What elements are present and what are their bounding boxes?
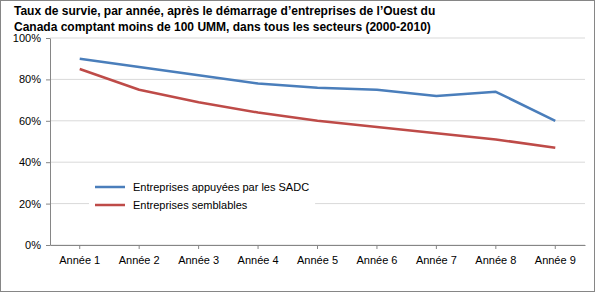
grid xyxy=(50,38,585,245)
y-tick-label: 80% xyxy=(19,73,41,85)
grid-line xyxy=(50,38,585,39)
x-tick-label: Année 1 xyxy=(59,254,100,266)
series-line xyxy=(80,69,556,148)
y-tick: 100% xyxy=(13,32,50,44)
grid-line xyxy=(50,79,585,80)
x-tick-mark xyxy=(79,245,80,249)
series-lines xyxy=(80,59,556,148)
x-tick-mark xyxy=(495,245,496,249)
y-tick-mark xyxy=(46,245,50,246)
x-tick-mark xyxy=(376,245,377,249)
y-tick: 0% xyxy=(25,239,50,251)
x-tick-mark xyxy=(198,245,199,249)
y-tick-mark xyxy=(46,79,50,80)
title-line: Taux de survie, par année, après le déma… xyxy=(14,4,435,18)
grid-line xyxy=(50,162,585,163)
x-tick-mark xyxy=(555,245,556,249)
x-tick-mark xyxy=(258,245,259,249)
x-tick-label: Année 4 xyxy=(238,254,279,266)
y-axis: 0% 20% 40% 60% 80% 100% xyxy=(13,32,51,251)
x-tick-label: Année 8 xyxy=(475,254,516,266)
y-tick-label: 60% xyxy=(19,115,41,127)
y-tick-mark xyxy=(46,121,50,122)
y-tick-label: 20% xyxy=(19,198,41,210)
y-tick-label: 100% xyxy=(13,32,41,44)
legend-label: Entreprises semblables xyxy=(133,199,248,211)
x-tick: Année 6 xyxy=(356,245,397,266)
x-tick-label: Année 7 xyxy=(416,254,457,266)
x-tick-label: Année 5 xyxy=(297,254,338,266)
x-tick-mark xyxy=(436,245,437,249)
title: Taux de survie, par année, après le déma… xyxy=(14,4,435,34)
x-tick: Année 9 xyxy=(535,245,576,266)
x-tick-label: Année 9 xyxy=(535,254,576,266)
x-tick-mark xyxy=(139,245,140,249)
y-tick-mark xyxy=(46,162,50,163)
y-tick: 20% xyxy=(19,198,50,210)
x-tick: Année 3 xyxy=(178,245,219,266)
x-tick: Année 8 xyxy=(475,245,516,266)
legend-background xyxy=(89,178,315,214)
x-axis: Année 1 Année 2 Année 3 Année 4 Année 5 Année… xyxy=(51,245,586,266)
x-tick-label: Année 6 xyxy=(356,254,397,266)
y-axis-line xyxy=(50,39,51,246)
x-tick-label: Année 3 xyxy=(178,254,219,266)
chart: Taux de survie, par année, après le déma… xyxy=(0,0,595,292)
legend-swatch xyxy=(95,204,125,207)
series-line xyxy=(80,59,556,121)
x-tick: Année 4 xyxy=(238,245,279,266)
y-tick-mark xyxy=(46,38,50,39)
chart-frame xyxy=(1,1,595,292)
legend-label: Entreprises appuyées par les SADC xyxy=(133,181,309,193)
y-tick: 40% xyxy=(19,156,50,168)
x-tick-mark xyxy=(317,245,318,249)
y-tick-label: 0% xyxy=(25,239,41,251)
title-line: Canada comptant moins de 100 UMM, dans t… xyxy=(14,20,431,34)
x-tick: Année 1 xyxy=(59,245,100,266)
plot-area: 0%20%40%60%80%100%Année 1Année 2Année 3A… xyxy=(13,32,586,266)
legend: Entreprises appuyées par les SADC Entrepr… xyxy=(89,178,315,214)
x-tick: Année 2 xyxy=(119,245,160,266)
x-tick: Année 7 xyxy=(416,245,457,266)
y-tick-label: 40% xyxy=(19,156,41,168)
y-tick: 80% xyxy=(19,73,50,85)
y-tick-mark xyxy=(46,204,50,205)
legend-swatch xyxy=(95,186,125,189)
y-tick: 60% xyxy=(19,115,50,127)
x-tick-label: Année 2 xyxy=(119,254,160,266)
x-tick: Année 5 xyxy=(297,245,338,266)
